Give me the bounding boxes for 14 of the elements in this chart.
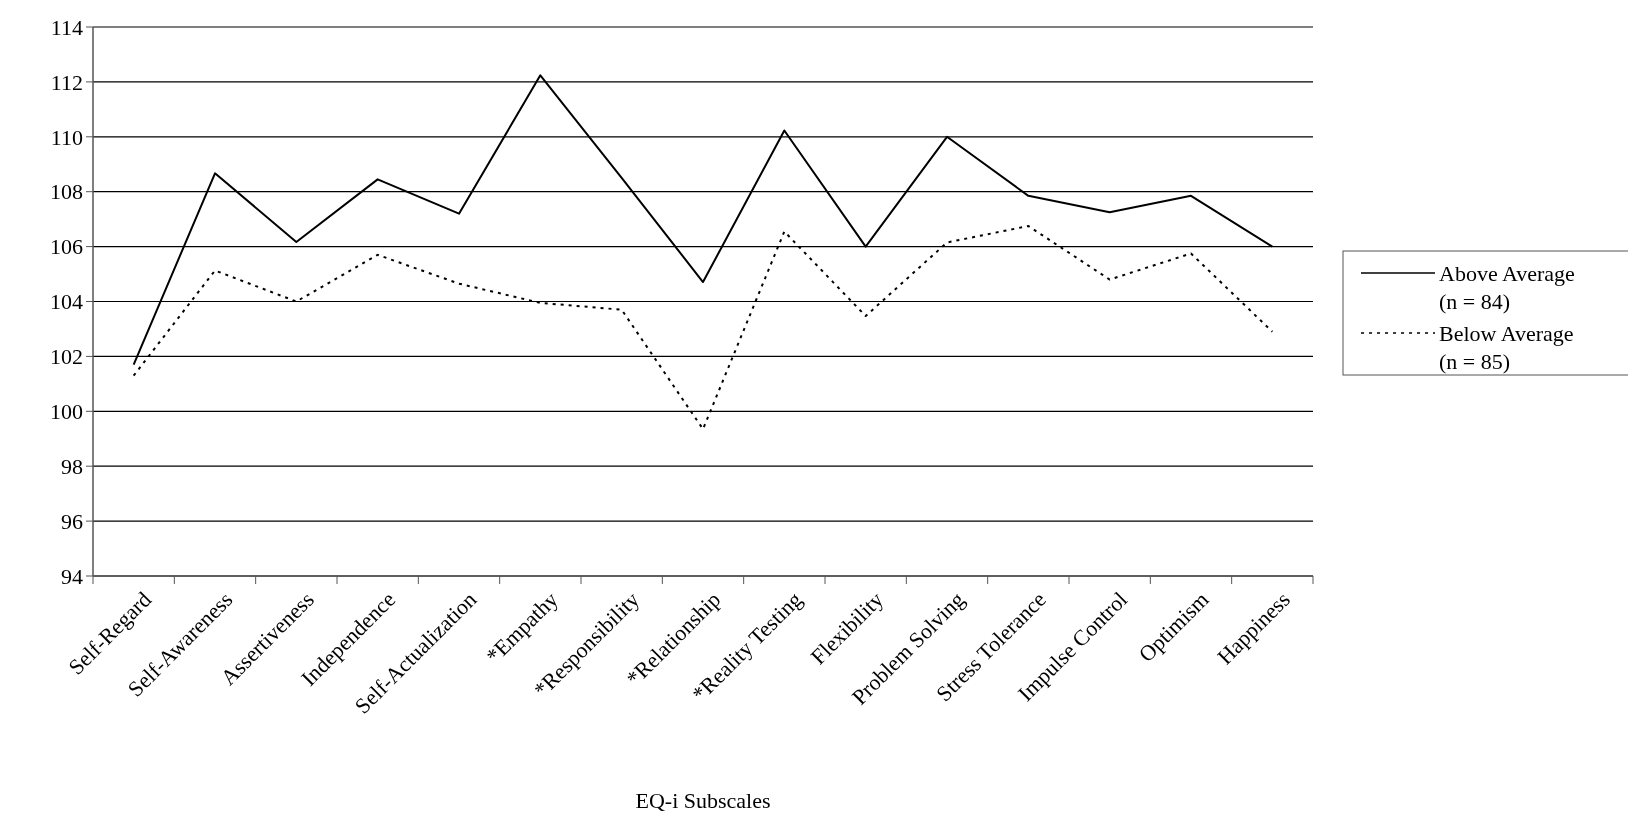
legend-label: Above Average (n = 84) xyxy=(1439,260,1575,315)
y-tick-label: 108 xyxy=(50,179,83,205)
x-axis-title: EQ-i Subscales xyxy=(635,788,771,813)
y-tick-label: 112 xyxy=(50,69,83,95)
y-tick-label: 106 xyxy=(50,234,83,260)
y-tick-label: 94 xyxy=(61,563,83,589)
y-tick-label: 110 xyxy=(50,124,83,150)
y-tick-label: 104 xyxy=(50,289,83,315)
legend-label: Below Average (n = 85) xyxy=(1439,320,1574,375)
y-tick-label: 102 xyxy=(50,344,83,370)
y-tick-label: 96 xyxy=(61,508,83,534)
y-tick-label: 100 xyxy=(50,399,83,424)
y-tick-label: 98 xyxy=(61,453,83,479)
y-tick-label: 114 xyxy=(50,14,83,40)
